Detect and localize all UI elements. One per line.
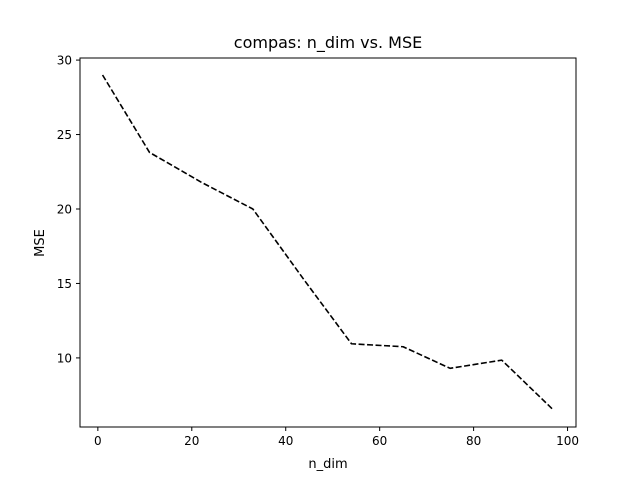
series-line [101,74,555,411]
x-tick-label: 100 [556,434,579,448]
y-axis-label: MSE [33,229,48,257]
series-layer [101,74,555,411]
x-tick-label: 80 [466,434,481,448]
x-axis-label: n_dim [308,457,347,472]
x-tick-label: 60 [372,434,387,448]
y-tick-label: 20 [57,202,72,216]
chart-title: compas: n_dim vs. MSE [234,33,422,53]
x-tick-label: 0 [94,434,102,448]
plot-area-frame [79,57,577,428]
y-tick-label: 10 [57,351,72,365]
x-tick-label: 40 [278,434,293,448]
y-tick-label: 25 [57,128,72,142]
y-tick-label: 15 [57,277,72,291]
x-axis-ticks: 0 20 40 60 80 100 [94,427,579,448]
y-axis-ticks: 10 15 20 25 30 [57,54,80,365]
y-tick-label: 30 [57,54,72,68]
x-tick-label: 20 [184,434,199,448]
